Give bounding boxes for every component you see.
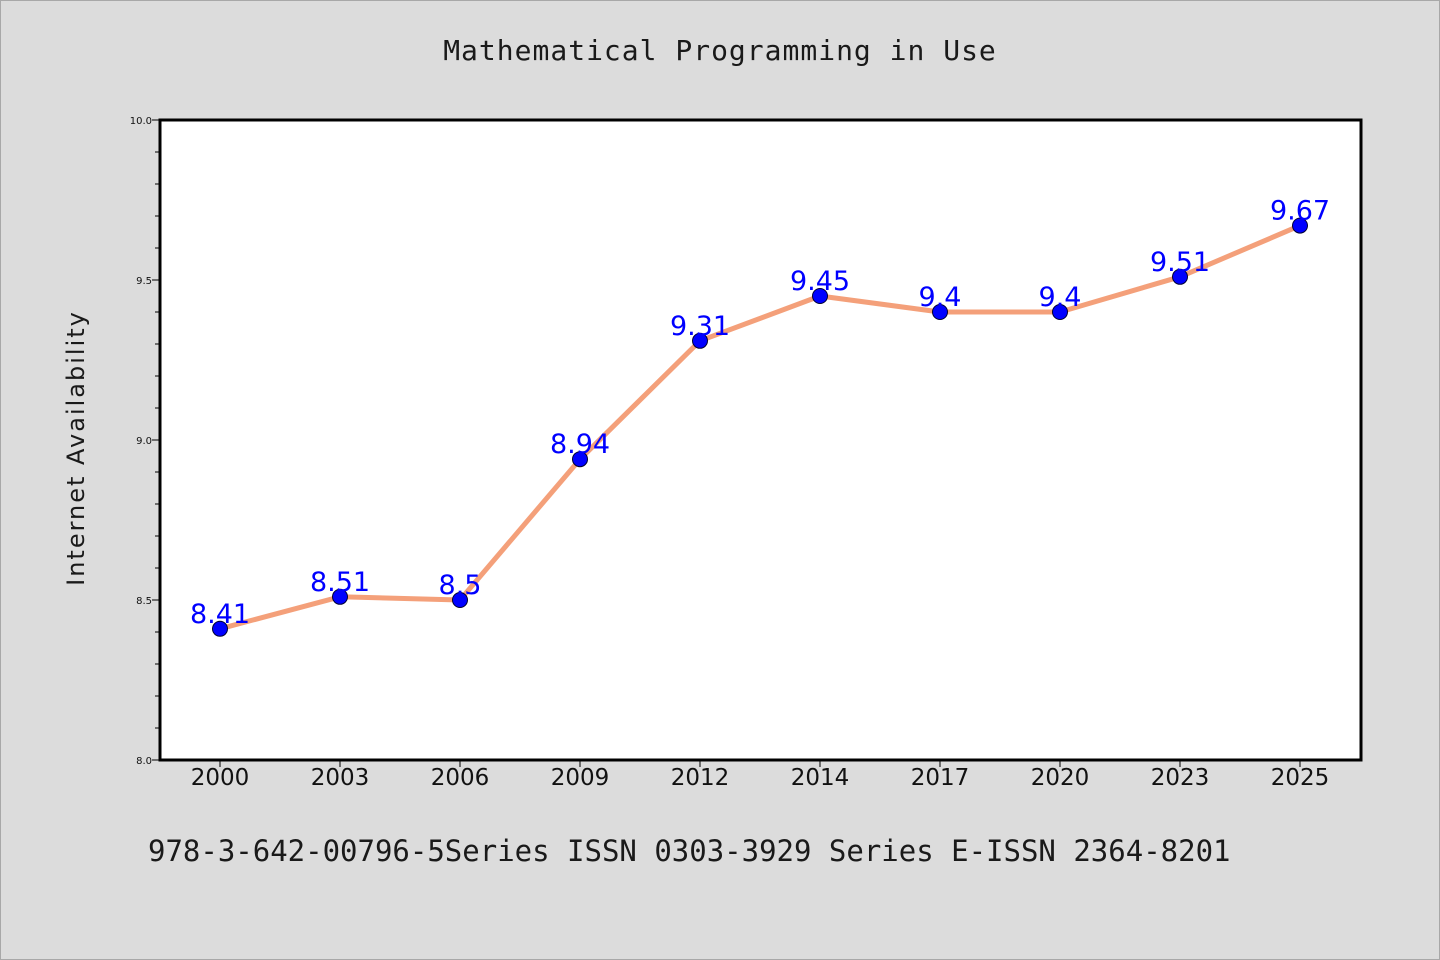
data-point [1052,304,1068,320]
data-point [1172,268,1188,285]
data-label: 8.94 [550,429,610,460]
x-tick-label: 2014 [791,765,850,791]
data-point [932,304,948,320]
y-tick-label: 9.5 [136,276,152,287]
x-tick-label: 2017 [911,765,970,791]
x-tick-label: 2000 [191,765,250,791]
y-axis: 8.0 8.5 9.0 9.5 10.0 [130,116,160,767]
chart-title: Mathematical Programming in Use [443,34,997,67]
x-axis: 2000 2003 2006 2009 2012 2014 2017 2020 2023 2025 [191,760,1330,791]
data-point [692,332,708,349]
data-point [452,592,468,608]
y-tick-label: 10.0 [130,116,152,127]
x-tick-label: 2006 [431,765,490,791]
plot-area [158,118,1363,762]
data-label: 9.51 [1150,247,1210,278]
series-line [217,223,1303,632]
x-tick-label: 2009 [551,765,610,791]
series-group: 8.41 8.51 8.5 8.94 9.31 9.45 9.4 9.4 9.51 9.67 [190,196,1330,637]
data-label: 9.4 [919,282,962,313]
y-tick-label: 9.0 [136,436,152,447]
x-tick-label: 2003 [311,765,370,791]
data-point [812,288,828,304]
data-label: 8.51 [310,567,370,598]
data-label: 9.67 [1270,196,1330,227]
data-label: 8.41 [190,599,250,630]
x-tick-label: 2023 [1151,765,1210,791]
data-point [572,451,588,468]
y-tick-label: 8.0 [136,756,152,767]
data-label: 9.45 [790,266,850,297]
x-tick-label: 2025 [1271,765,1330,791]
data-point [212,620,228,637]
data-point [1292,217,1308,234]
y-tick-label: 8.5 [136,596,152,607]
data-point [332,588,348,605]
data-label: 9.4 [1039,282,1082,313]
x-tick-label: 2012 [671,765,730,791]
data-label: 9.31 [670,311,730,342]
x-tick-label: 2020 [1031,765,1090,791]
footer-identifier: 978-3-642-00796-5Series ISSN 0303-3929 S… [148,834,1231,868]
data-label: 8.5 [439,570,482,601]
